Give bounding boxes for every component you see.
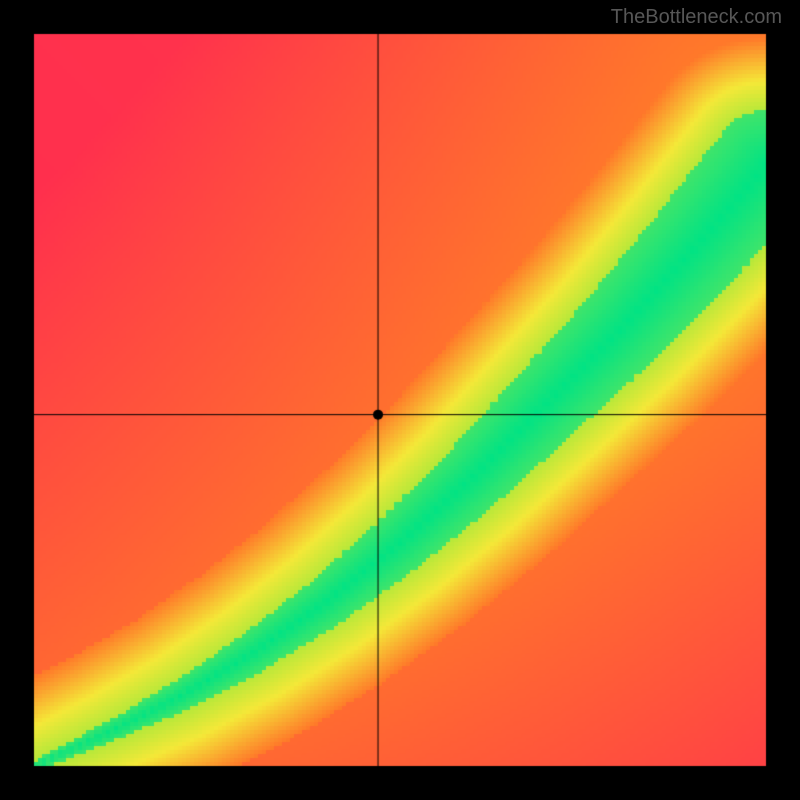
heatmap-canvas [0, 0, 800, 800]
watermark-text: TheBottleneck.com [611, 6, 782, 29]
chart-container: TheBottleneck.com [0, 0, 800, 800]
